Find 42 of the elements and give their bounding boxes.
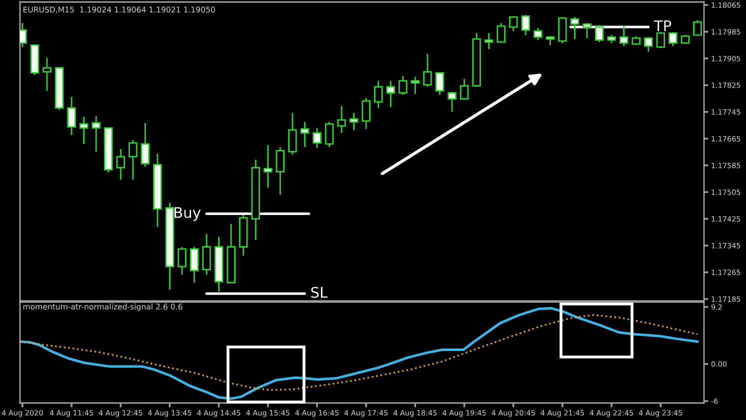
line-series [20,314,698,391]
candlestick [337,105,346,134]
candlestick [508,15,518,32]
candlestick [656,31,666,49]
candlestick [693,19,702,37]
candlestick [362,97,370,130]
candlestick [534,27,542,41]
candlestick [79,116,88,145]
candlestick [140,122,150,168]
candlestick [521,14,530,36]
candlestick [398,75,408,96]
candlestick [546,35,555,46]
candlestick [312,127,322,149]
candlestick [300,121,310,148]
candlestick [374,80,383,109]
candlestick [644,36,653,52]
candlestick [558,16,567,44]
candlestick [668,31,678,47]
candlestick [324,121,334,148]
annotation: Buy [174,207,201,221]
candlestick [435,72,444,96]
candlestick [349,112,358,131]
candlestick [116,148,126,180]
candlestick [190,246,199,284]
candlestick [178,246,186,276]
candlestick [288,112,297,156]
candlestick [264,144,272,188]
candlestick [460,78,469,101]
candlestick [128,139,138,180]
candlestick [484,32,494,50]
candlestick [448,91,456,113]
candlestick [386,80,396,108]
candlestick [202,233,211,276]
annotation: TP [654,20,672,32]
candlestick [423,53,432,88]
candlestick [496,22,506,43]
candlestick [276,146,285,196]
candlestick [67,96,76,136]
candlestick [92,115,100,152]
annotation: SL [311,286,328,298]
candlestick [42,57,52,92]
candlestick [410,76,420,95]
